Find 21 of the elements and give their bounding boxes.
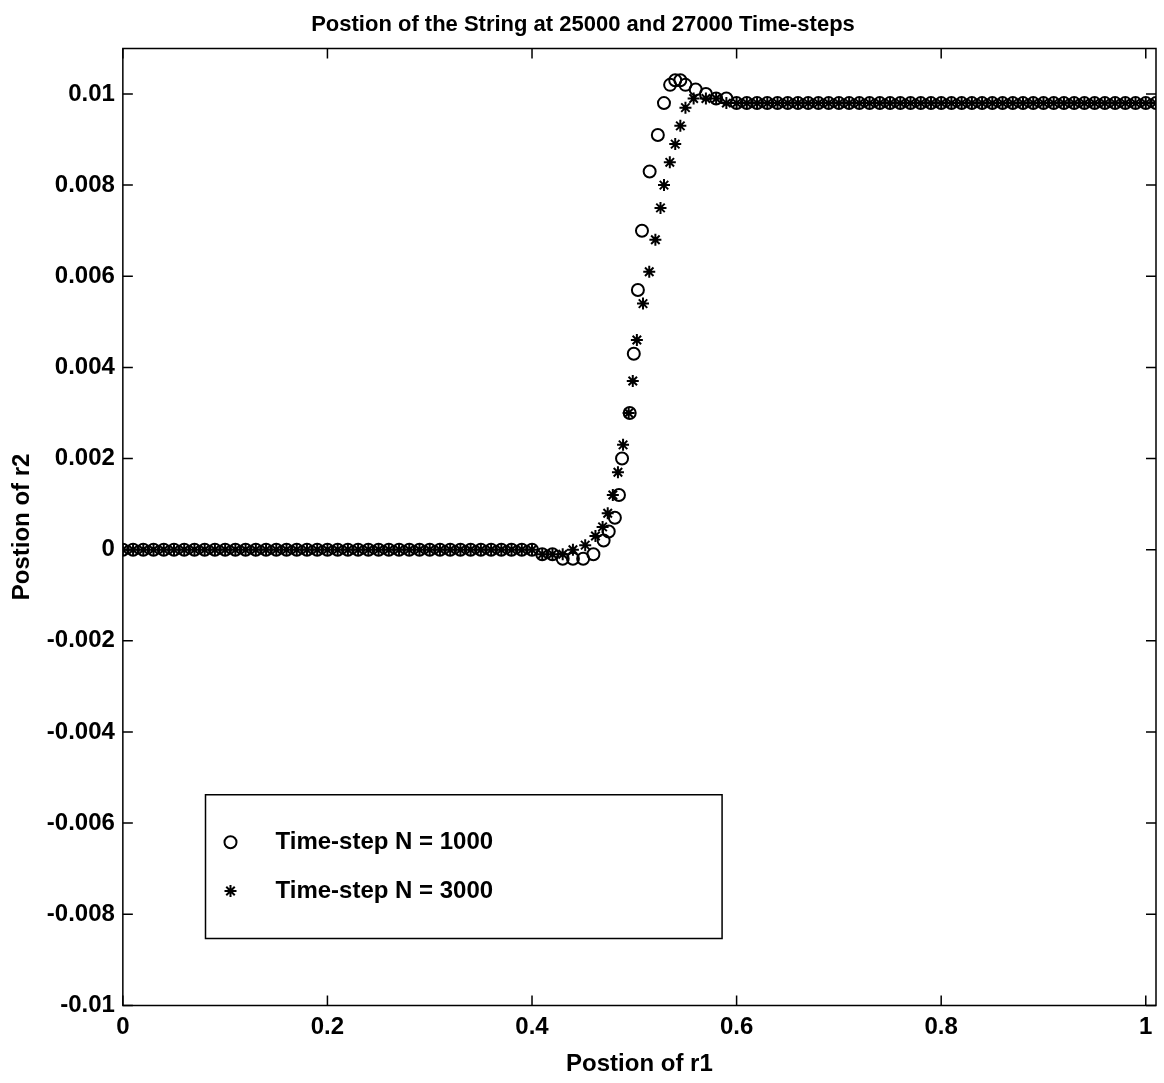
y-tick-label: -0.01 — [60, 990, 115, 1018]
y-tick-label: 0.01 — [68, 78, 115, 106]
x-axis-title: Postion of r1 — [566, 1049, 713, 1077]
y-tick-label: -0.004 — [46, 716, 116, 744]
x-tick-label: 1 — [1139, 1012, 1153, 1040]
legend-label: Time-step N = 3000 — [275, 875, 494, 903]
y-tick-label: -0.006 — [46, 807, 115, 835]
chart-title: Postion of the String at 25000 and 27000 Time-steps — [311, 11, 855, 37]
y-tick-label: 0.002 — [54, 443, 115, 471]
y-axis-title: Postion of r2 — [7, 453, 35, 601]
y-tick-label: 0.008 — [54, 169, 115, 197]
legend-label: Time-step N = 1000 — [275, 826, 494, 854]
y-tick-label: 0 — [101, 534, 115, 562]
y-tick-label: -0.002 — [46, 625, 115, 653]
x-tick-label: 0.8 — [924, 1012, 958, 1040]
y-tick-label: 0.004 — [54, 352, 116, 380]
x-tick-label: 0.4 — [515, 1012, 550, 1040]
x-tick-label: 0.2 — [310, 1012, 345, 1040]
x-tick-label: 0.6 — [719, 1012, 754, 1040]
y-tick-label: -0.008 — [46, 898, 115, 926]
y-tick-label: 0.006 — [54, 260, 115, 288]
